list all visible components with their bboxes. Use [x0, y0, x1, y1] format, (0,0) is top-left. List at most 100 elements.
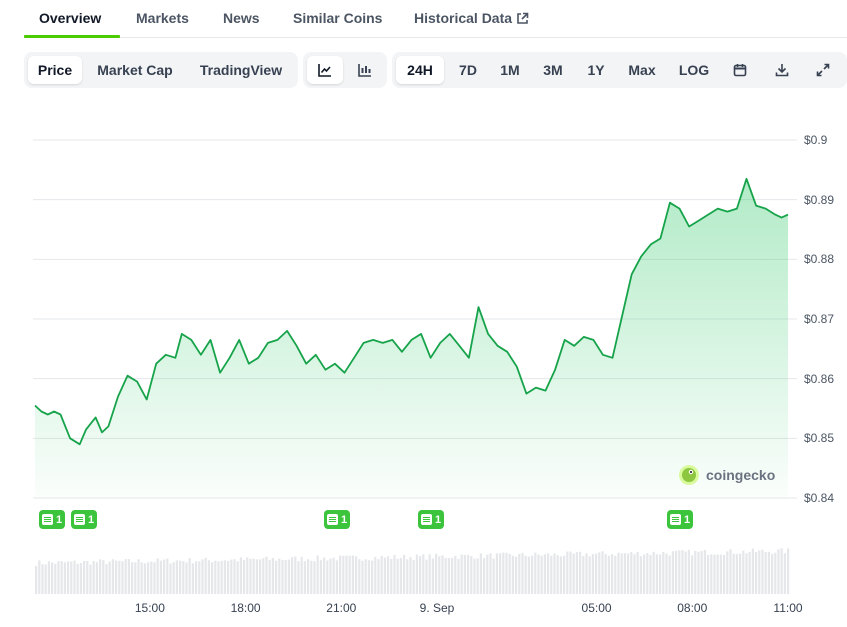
volume-bar: [63, 562, 66, 594]
range-24h-button[interactable]: 24H: [396, 56, 444, 84]
volume-bar: [710, 554, 713, 594]
price-point: [351, 355, 357, 361]
chart-type-group: Price Market Cap TradingView: [24, 52, 298, 88]
news-badge[interactable]: 1: [667, 510, 694, 529]
price-point: [466, 355, 472, 361]
volume-bar: [214, 560, 217, 594]
volume-bar: [454, 555, 457, 594]
volume-bar: [131, 562, 134, 594]
range-1m-button[interactable]: 1M: [500, 62, 520, 78]
fullscreen-button[interactable]: [806, 56, 840, 84]
price-point: [686, 224, 692, 230]
news-badge[interactable]: 1: [418, 510, 445, 529]
volume-bar: [460, 554, 463, 594]
tab-news[interactable]: News: [223, 10, 260, 26]
volume-bar: [239, 557, 242, 594]
date-range-button[interactable]: [723, 56, 757, 84]
volume-bar: [655, 554, 658, 594]
range-max-button[interactable]: Max: [628, 62, 656, 78]
volume-bar: [233, 559, 236, 594]
volume-bar: [140, 562, 143, 594]
volume-bar: [166, 558, 169, 594]
volume-bar: [307, 559, 310, 594]
candlestick-button[interactable]: [347, 56, 383, 84]
price-point: [332, 361, 338, 367]
volume-bar: [748, 551, 751, 594]
volume-bar: [316, 555, 319, 594]
active-tab-underline: [24, 35, 120, 38]
news-badge[interactable]: 1: [324, 510, 351, 529]
price-point: [504, 349, 510, 355]
volume-bar: [422, 554, 425, 594]
volume-bar: [92, 561, 95, 594]
tab-overview[interactable]: Overview: [39, 10, 102, 26]
volume-bar: [207, 560, 210, 594]
volume-bar: [342, 555, 345, 594]
price-point: [380, 340, 386, 346]
price-point: [284, 328, 290, 334]
volume-bar: [515, 556, 518, 594]
volume-bar: [105, 564, 108, 594]
x-tick-label: 15:00: [134, 601, 165, 615]
tab-markets[interactable]: Markets: [136, 10, 189, 26]
y-tick-label: $0.9: [804, 133, 828, 147]
log-scale-button[interactable]: LOG: [678, 62, 710, 78]
price-point: [322, 367, 328, 373]
range-1y-button[interactable]: 1Y: [587, 62, 605, 78]
volume-bar: [751, 548, 754, 594]
volume-bar: [150, 561, 153, 594]
volume-bar: [438, 556, 441, 594]
volume-bar: [659, 554, 662, 594]
price-point: [153, 361, 159, 367]
news-badge[interactable]: 1: [39, 510, 66, 529]
y-tick-label: $0.85: [804, 431, 835, 446]
line-chart-button[interactable]: [307, 56, 343, 84]
market-cap-button[interactable]: Market Cap: [97, 62, 173, 78]
volume-bar: [396, 558, 399, 594]
volume-bar: [271, 558, 274, 594]
y-tick-label: $0.84: [804, 491, 835, 505]
range-3m-button[interactable]: 3M: [543, 62, 563, 78]
volume-bar: [767, 551, 770, 594]
volume-bar: [294, 556, 297, 594]
price-point: [255, 355, 261, 361]
price-point: [657, 236, 663, 242]
price-point: [99, 429, 105, 435]
volume-bar: [643, 554, 646, 594]
volume-bar: [223, 560, 226, 594]
price-point: [163, 352, 169, 358]
volume-bar: [694, 550, 697, 594]
tab-similar-coins[interactable]: Similar Coins: [293, 10, 383, 26]
volume-bar: [764, 552, 767, 594]
volume-bar: [735, 554, 738, 594]
volume-bar: [431, 558, 434, 594]
volume-bar: [374, 556, 377, 594]
volume-bar: [287, 559, 290, 594]
volume-bar: [591, 554, 594, 594]
volume-bar: [332, 557, 335, 594]
volume-bar: [627, 553, 630, 594]
volume-bar: [198, 561, 201, 594]
volume-bar: [572, 553, 575, 594]
volume-bar: [499, 553, 502, 594]
volume-bar: [390, 558, 393, 594]
price-point: [543, 388, 549, 394]
volume-bar: [54, 563, 57, 594]
price-point: [734, 206, 740, 212]
price-button[interactable]: Price: [28, 56, 82, 84]
volume-bar: [377, 559, 380, 594]
tradingview-button[interactable]: TradingView: [199, 62, 283, 78]
volume-bar: [697, 551, 700, 594]
download-button[interactable]: [765, 56, 799, 84]
tab-historical-data[interactable]: Historical Data: [414, 10, 529, 26]
price-point: [236, 337, 242, 343]
x-tick-label: 08:00: [677, 601, 708, 615]
news-badge[interactable]: 1: [71, 510, 98, 529]
news-doc-icon: [74, 514, 85, 525]
volume-bar: [579, 551, 582, 594]
volume-bar: [243, 559, 246, 594]
volume-bar: [361, 560, 364, 594]
range-7d-button[interactable]: 7D: [459, 62, 477, 78]
news-doc-icon: [42, 514, 53, 525]
